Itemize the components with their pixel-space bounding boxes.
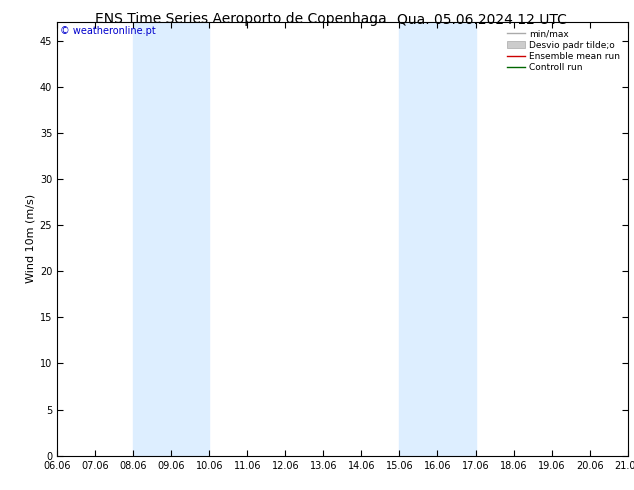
Bar (133, 22, 209, 456)
Legend: min/max, Desvio padr tilde;o, Ensemble mean run, Controll run: min/max, Desvio padr tilde;o, Ensemble m… (504, 26, 623, 75)
Text: © weatheronline.pt: © weatheronline.pt (60, 26, 156, 36)
Text: Qua. 05.06.2024 12 UTC: Qua. 05.06.2024 12 UTC (397, 12, 567, 26)
Y-axis label: Wind 10m (m/s): Wind 10m (m/s) (25, 195, 36, 283)
Text: ENS Time Series Aeroporto de Copenhaga: ENS Time Series Aeroporto de Copenhaga (95, 12, 387, 26)
Bar (399, 22, 476, 456)
